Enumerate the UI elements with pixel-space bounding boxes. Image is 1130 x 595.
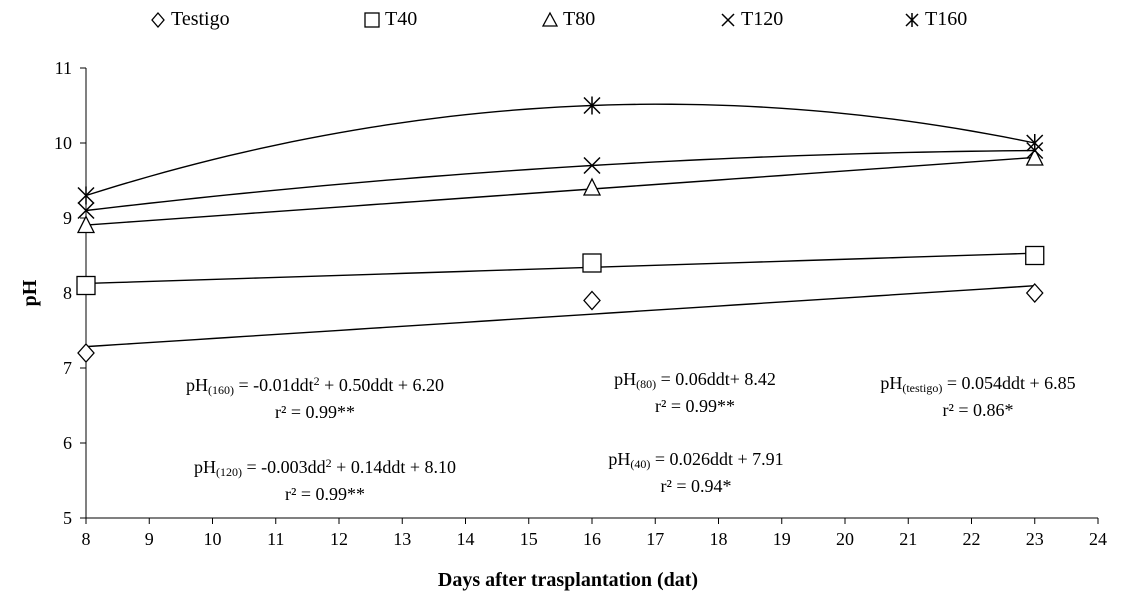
trend-line-t40 [85,252,1035,285]
triangle-icon [541,11,559,27]
x-tick-label: 13 [393,529,411,549]
x-tick-label: 21 [899,529,917,549]
data-point-t160 [77,186,95,205]
x-tick-label: 19 [773,529,791,549]
data-point-t160 [583,96,601,115]
legend-item-t160: T160 [902,8,967,31]
data-point-t80 [76,215,96,234]
star-icon [905,12,919,27]
y-tick-label: 10 [54,133,72,153]
y-tick-label: 7 [63,358,72,378]
equation-t80: pH(80) = 0.06ddt+ 8.42 r² = 0.99** [590,368,800,417]
x-axis-title: Days after trasplantation (dat) [438,569,698,591]
x-tick-label: 20 [836,529,854,549]
x-tick-label: 23 [1026,529,1044,549]
x-tick-label: 11 [267,529,284,549]
r2-t40: r² = 0.94* [660,476,732,496]
equation-testigo: pH(testigo) = 0.054ddt + 6.85 r² = 0.86* [858,372,1098,421]
legend-label: T160 [925,8,968,30]
diamond-icon [151,11,165,28]
legend-item-t80: T80 [540,8,595,31]
legend-item-t40: T40 [362,8,417,31]
y-tick-label: 8 [63,283,72,303]
x-tick-label: 15 [520,529,538,549]
equation-t160: pH(160) = -0.01ddt2 + 0.50ddt + 6.20 r² … [170,370,460,423]
trend-line-t80 [85,156,1035,226]
x-tick-label: 17 [646,529,664,549]
x-tick-label: 16 [583,529,601,549]
r2-t80: r² = 0.99** [654,396,736,416]
tick-labels: 8 9 10 11 12 13 14 15 16 17 18 19 20 21 22 23 24 5 6 7 8 9 10 1… [54,58,1107,549]
x-tick-label: 8 [82,529,91,549]
x-tick-label: 12 [330,529,348,549]
trend-line-t160 [85,103,1035,197]
y-axis-title: pH [19,279,41,306]
x-tick-label: 22 [963,529,981,549]
x-tick-label: 14 [457,529,475,549]
x-tick-label: 9 [145,529,154,549]
data-point-testigo [583,290,601,311]
x-tick-label: 18 [710,529,728,549]
x-cross-icon [721,12,735,27]
y-tick-label: 9 [63,208,72,228]
data-point-t120 [77,201,95,220]
legend: Testigo T40 T80 T120 T160 [0,8,1130,38]
x-tick-label: 24 [1089,529,1107,549]
trend-curves [85,103,1035,348]
x-tick-label: 10 [204,529,222,549]
legend-label: T80 [563,8,596,30]
r2-t120: r² = 0.99** [284,484,366,504]
y-tick-label: 5 [63,508,72,528]
y-tick-label: 6 [63,433,72,453]
square-icon [364,11,380,28]
legend-item-t120: T120 [718,8,783,31]
data-point-t80 [582,177,602,196]
trend-line-testigo [85,285,1035,348]
legend-label: T40 [385,8,418,30]
trend-line-t120 [85,149,1035,212]
r2-testigo: r² = 0.86* [942,400,1014,420]
legend-label: T120 [741,8,784,30]
data-point-testigo [1025,283,1044,303]
r2-t160: r² = 0.99** [274,402,356,422]
data-point-testigo [77,343,95,363]
data-markers [76,96,1045,363]
data-point-t40 [582,253,602,273]
data-point-t40 [76,275,96,296]
equation-t120: pH(120) = -0.003dd2 + 0.14ddt + 8.10 r² … [180,452,470,505]
y-tick-label: 11 [55,58,72,78]
legend-label: Testigo [171,8,230,30]
legend-item-testigo: Testigo [148,8,230,31]
data-point-t120 [583,156,601,175]
data-point-t40 [1025,245,1045,266]
data-point-t80 [1025,147,1044,166]
equation-t40: pH(40) = 0.026ddt + 7.91 r² = 0.94* [586,448,806,497]
data-point-t160 [1026,134,1044,152]
